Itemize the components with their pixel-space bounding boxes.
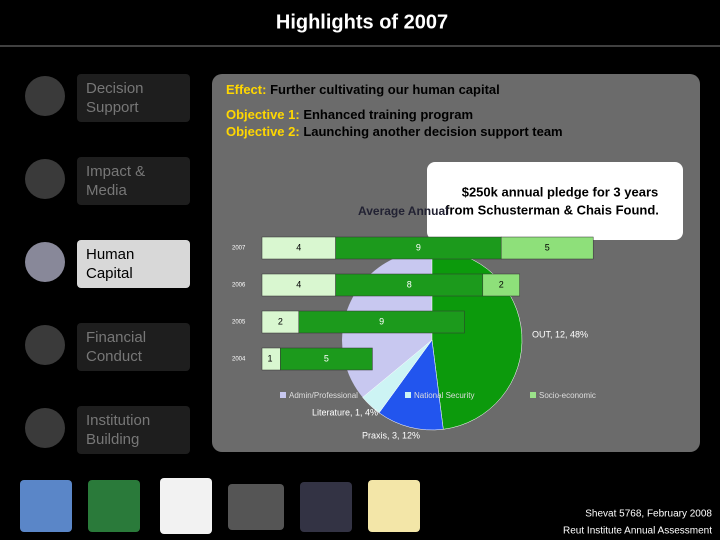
bar-value: 5 [324,353,329,363]
panel-line: Effect: Further cultivating our human ca… [226,82,500,97]
legend-label: National Security [414,391,474,400]
chart-title: Average Annual [358,204,448,218]
sidebar-button[interactable] [77,157,190,205]
pie-slice [378,339,444,431]
sidebar-label: Institution Building [86,412,150,448]
sidebar-icon [25,76,65,116]
sidebar-label: Decision Support [86,80,144,116]
pie-label: Praxis, 3, 12% [362,430,420,440]
legend-label: Admin/Professional [289,391,358,400]
sidebar-button[interactable] [77,323,190,371]
sidebar-button[interactable] [77,240,190,288]
footer-date: Shevat 5768, February 2008 [585,509,712,520]
line-label: Objective 2: [226,124,300,139]
legend-swatch [280,392,286,398]
bar-segment [500,236,594,260]
bar-segment [280,347,373,371]
sidebar-label: Human Capital [86,246,134,282]
bar-value: 5 [545,242,550,252]
bar-year: 2005 [232,320,246,326]
dock-icon[interactable] [228,484,284,530]
callout-line: from Schusterman & Chais Found. [445,202,659,217]
dock-icon[interactable] [20,480,72,532]
callout-line: $250k annual pledge for 3 years [462,184,659,199]
sidebar-label: Impact & Media [86,163,145,199]
bar-value: 9 [416,242,421,252]
bar-value: 9 [379,316,384,326]
bar-value: 2 [499,279,504,289]
legend-swatch [405,392,411,398]
legend-label: Socio-economic [539,391,596,400]
bar-year: 2006 [232,283,246,289]
dock-icon[interactable] [368,480,420,532]
bar-segment [482,273,520,297]
sidebar-icon [25,325,65,365]
bar-year: 2007 [232,246,246,252]
legend-swatch [530,392,536,398]
pie-label: Literature, 1, 4% [312,407,378,417]
bar-value: 4 [296,242,301,252]
sidebar-icon [25,242,65,282]
bar-value: 4 [296,279,301,289]
dock-icon[interactable] [88,480,140,532]
line-label: Objective 1: [226,107,300,122]
dock [20,478,420,534]
footer-org: Reut Institute Annual Assessment [563,526,712,537]
callout-box [427,162,683,240]
bar-value: 8 [407,279,412,289]
title: Highlights of 2007 [276,11,448,33]
sidebar-button[interactable] [77,406,190,454]
pie-slice [362,339,433,414]
line-text: Launching another decision support team [300,124,563,139]
line-text: Further cultivating our human capital [266,82,499,97]
sidebar-button[interactable] [77,74,190,122]
line-text: Enhanced training program [300,107,473,122]
panel-line: Objective 1: Enhanced training program [226,107,473,122]
bar-value: 2 [278,316,283,326]
panel-line: Objective 2: Launching another decision … [226,124,563,139]
dock-icon[interactable] [160,478,212,534]
sidebar-label: Financial Conduct [86,329,146,365]
bar-year: 2004 [232,357,246,363]
line-label: Effect: [226,82,266,97]
pie-label: OUT, 12, 48% [532,329,588,339]
bar-value: 1 [267,353,272,363]
bar-segment [298,310,465,334]
sidebar-icon [25,159,65,199]
sidebar-icon [25,408,65,448]
dock-icon[interactable] [300,482,352,532]
